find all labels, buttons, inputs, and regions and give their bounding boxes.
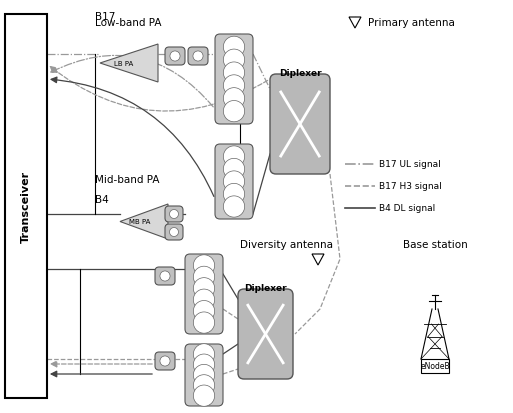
Circle shape: [223, 159, 245, 180]
Circle shape: [223, 37, 245, 58]
FancyBboxPatch shape: [185, 344, 223, 406]
Circle shape: [193, 266, 214, 288]
FancyBboxPatch shape: [238, 289, 293, 379]
Text: Primary antenna: Primary antenna: [368, 18, 455, 28]
Circle shape: [193, 344, 214, 365]
FancyBboxPatch shape: [185, 254, 223, 334]
FancyBboxPatch shape: [165, 48, 185, 66]
Circle shape: [169, 210, 179, 219]
FancyBboxPatch shape: [165, 206, 183, 223]
FancyBboxPatch shape: [155, 352, 175, 370]
Circle shape: [193, 255, 214, 276]
Circle shape: [160, 271, 170, 281]
Circle shape: [223, 50, 245, 71]
Bar: [421, 359, 449, 373]
Text: Diversity antenna: Diversity antenna: [240, 240, 333, 249]
Polygon shape: [349, 18, 361, 29]
Polygon shape: [120, 204, 168, 240]
Text: Diplexer: Diplexer: [279, 69, 321, 78]
Text: eNodeB: eNodeB: [420, 362, 450, 370]
Circle shape: [193, 385, 214, 406]
FancyBboxPatch shape: [270, 75, 330, 175]
Circle shape: [223, 76, 245, 97]
FancyBboxPatch shape: [155, 267, 175, 285]
Text: Mid-band PA: Mid-band PA: [95, 175, 160, 185]
Circle shape: [223, 63, 245, 84]
Text: MB PA: MB PA: [129, 219, 150, 225]
Circle shape: [223, 171, 245, 193]
Text: B4: B4: [95, 195, 109, 204]
Text: B17 H3 signal: B17 H3 signal: [379, 182, 442, 191]
Circle shape: [193, 290, 214, 311]
Text: Diplexer: Diplexer: [244, 283, 287, 292]
Circle shape: [193, 278, 214, 299]
Bar: [5, 15, 47, 398]
Circle shape: [223, 184, 245, 205]
Circle shape: [193, 365, 214, 386]
Circle shape: [193, 52, 203, 62]
Circle shape: [193, 312, 214, 333]
Circle shape: [223, 101, 245, 123]
Polygon shape: [100, 45, 158, 83]
FancyBboxPatch shape: [165, 224, 183, 240]
Circle shape: [193, 375, 214, 396]
Text: Transceiver: Transceiver: [21, 171, 31, 242]
Polygon shape: [312, 254, 324, 266]
Circle shape: [193, 354, 214, 375]
Text: Low-band PA: Low-band PA: [95, 18, 162, 28]
Circle shape: [223, 197, 245, 218]
Circle shape: [170, 52, 180, 62]
FancyBboxPatch shape: [188, 48, 208, 66]
Circle shape: [223, 147, 245, 168]
Text: B17: B17: [95, 12, 115, 22]
Circle shape: [193, 301, 214, 322]
Text: Base station: Base station: [403, 240, 467, 249]
Text: B4 DL signal: B4 DL signal: [379, 204, 435, 213]
Text: B17 UL signal: B17 UL signal: [379, 160, 441, 169]
FancyBboxPatch shape: [215, 35, 253, 125]
Circle shape: [223, 88, 245, 110]
FancyBboxPatch shape: [215, 145, 253, 219]
Text: LB PA: LB PA: [113, 61, 133, 67]
Circle shape: [160, 356, 170, 366]
Circle shape: [169, 228, 179, 237]
